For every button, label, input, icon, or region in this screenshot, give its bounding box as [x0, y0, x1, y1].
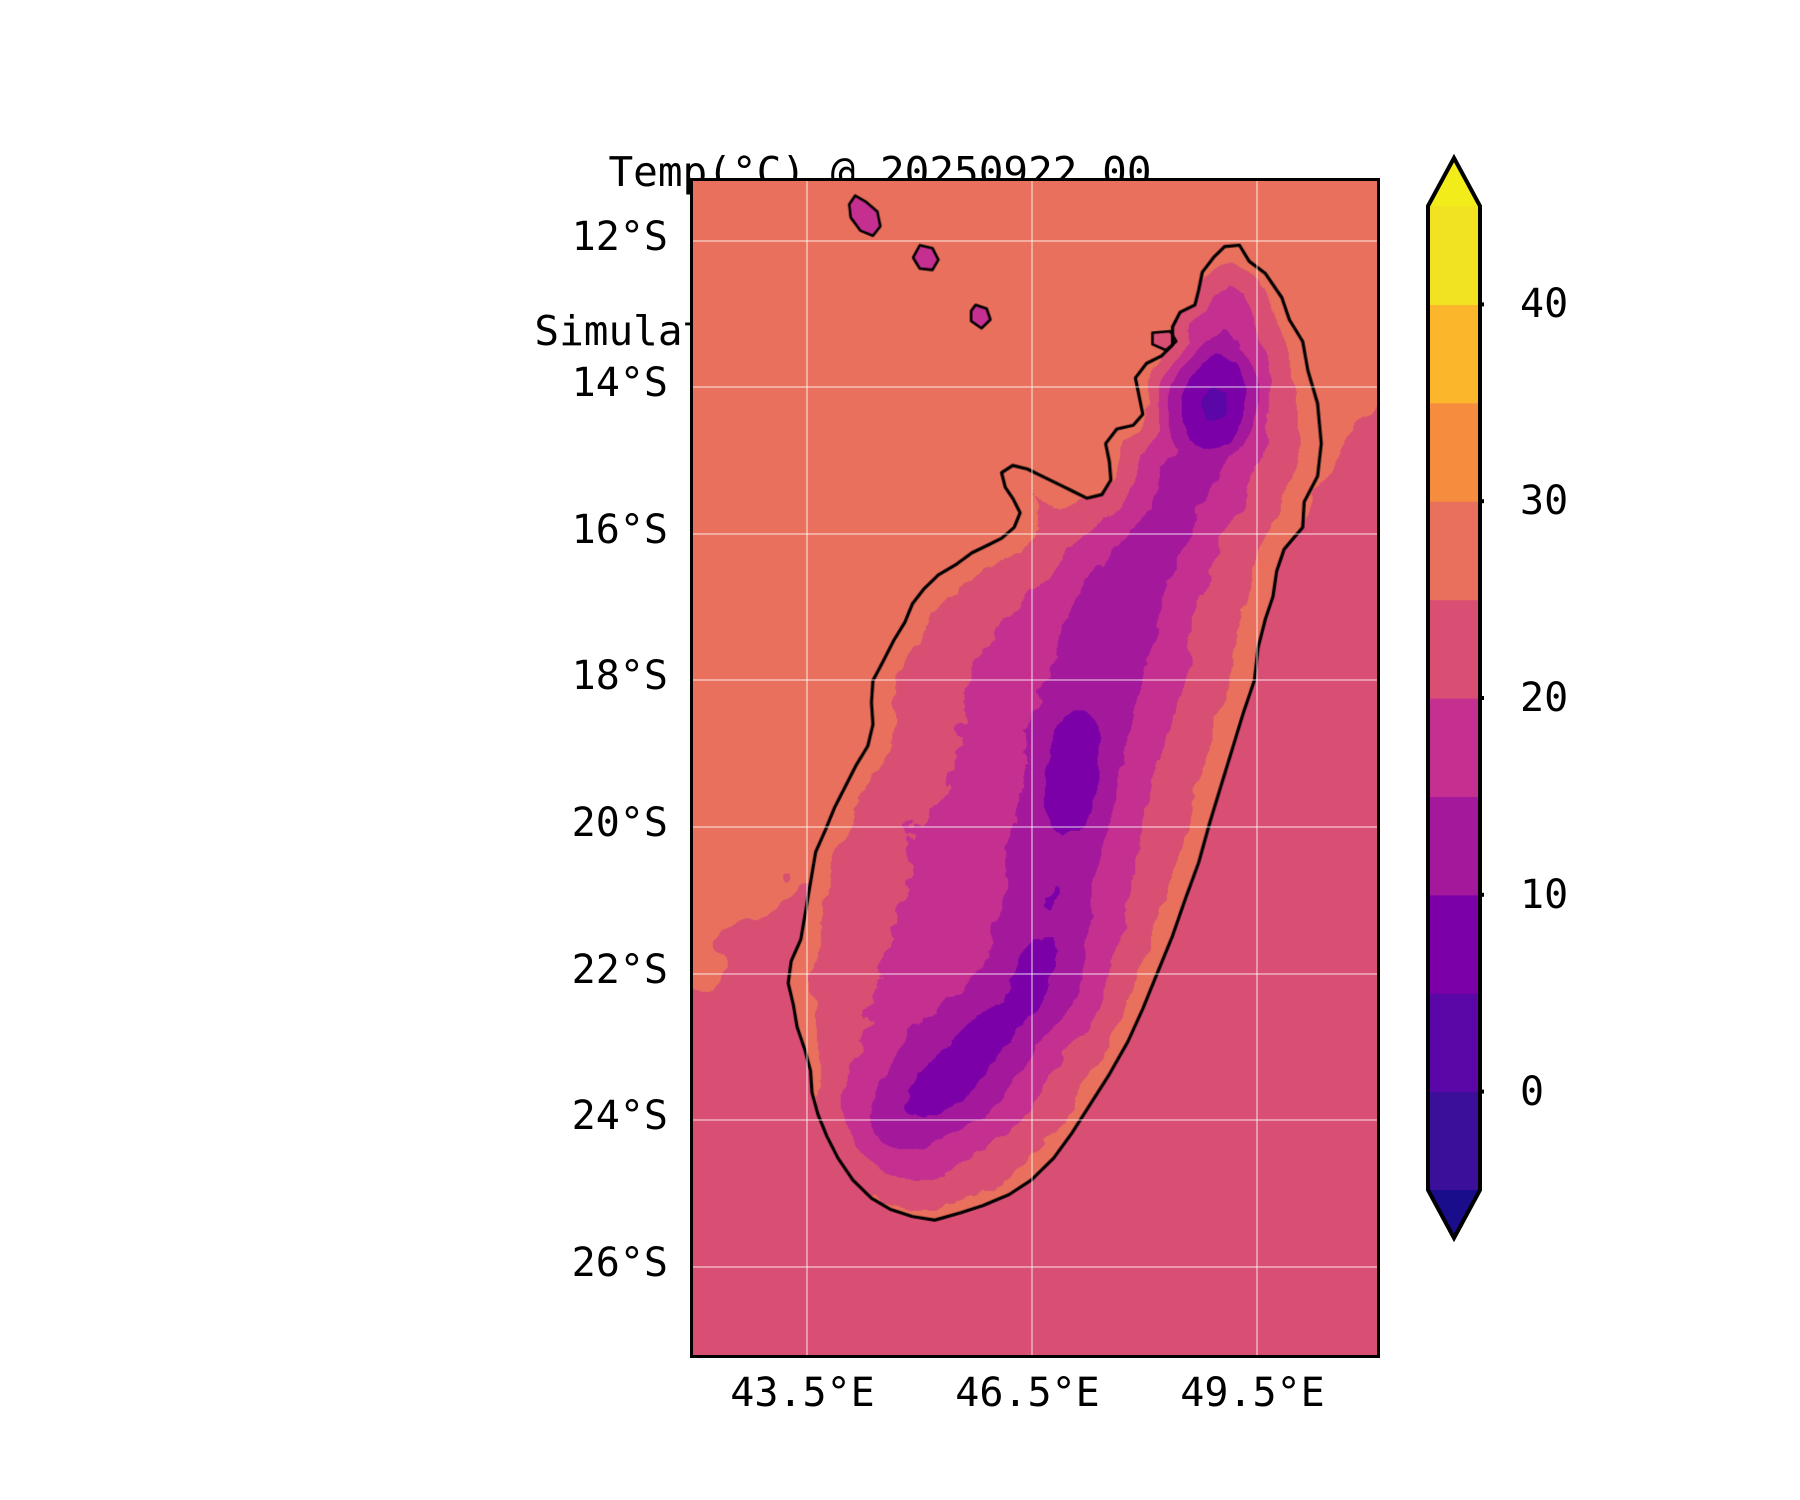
- y-tick-label: 26°S: [571, 1239, 668, 1286]
- colorbar-tick-label: 30: [1520, 478, 1569, 525]
- y-tick-label: 24°S: [571, 1093, 668, 1140]
- colorbar-swatches: [1426, 153, 1484, 1243]
- temperature-contour-field: [693, 181, 1377, 1355]
- x-axis-tick-labels: 43.5°E 46.5°E 49.5°E: [690, 1370, 1380, 1430]
- colorbar-tick-label: 0: [1520, 1068, 1545, 1115]
- y-tick-label: 16°S: [571, 506, 668, 553]
- y-tick-label: 18°S: [571, 653, 668, 700]
- y-tick-label: 22°S: [571, 946, 668, 993]
- x-tick-label: 43.5°E: [730, 1370, 875, 1416]
- y-tick-label: 14°S: [571, 360, 668, 407]
- colorbar-tick-label: 20: [1520, 675, 1569, 721]
- y-tick-label: 20°S: [571, 799, 668, 846]
- x-tick-label: 49.5°E: [1180, 1370, 1325, 1416]
- colorbar: [1424, 150, 1484, 1305]
- x-tick-label: 46.5°E: [955, 1370, 1100, 1416]
- map-plot-area: [690, 178, 1380, 1358]
- colorbar-tick-labels: 0 10 20 30 40: [1520, 150, 1660, 1305]
- colorbar-tick-label: 10: [1520, 871, 1569, 918]
- y-tick-label: 12°S: [571, 213, 668, 260]
- colorbar-tick-label: 40: [1520, 281, 1569, 328]
- y-axis-tick-labels: 12°S 14°S 16°S 18°S 20°S 22°S 24°S 26°S: [480, 178, 668, 1358]
